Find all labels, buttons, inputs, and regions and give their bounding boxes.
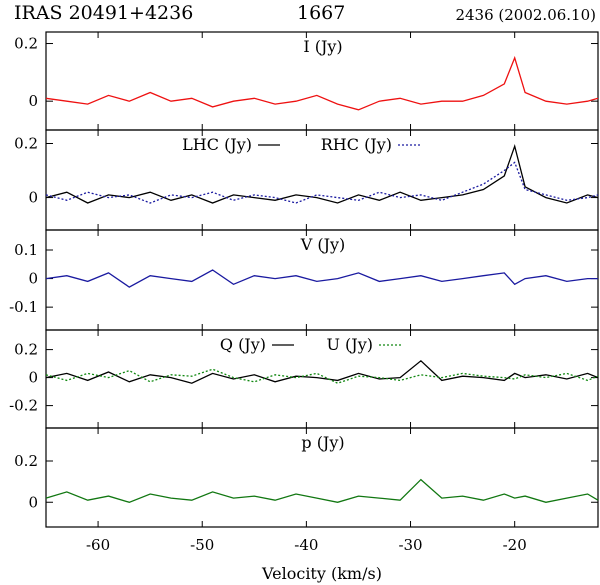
y-tick-label-I: 0 <box>28 92 38 110</box>
x-tick-label: -30 <box>398 536 422 554</box>
header-source: IRAS 20491+4236 <box>14 2 194 24</box>
y-tick-label-I: 0.2 <box>14 35 38 53</box>
x-tick-label: -50 <box>190 536 214 554</box>
legend-label-I: I (Jy) <box>303 37 342 56</box>
series-line-Q <box>45 359 599 384</box>
x-axis-label: Velocity (km/s) <box>261 564 382 583</box>
series-line-RHC <box>45 161 599 204</box>
panel-frame-p <box>45 427 599 528</box>
y-tick-label-V: 0.1 <box>14 241 38 259</box>
legend-label-Q_U-1: U (Jy) <box>326 335 373 354</box>
header-epoch: 2436 (2002.06.10) <box>455 6 596 24</box>
y-tick-label-Q_U: -0.2 <box>9 397 38 415</box>
x-tick-label: -40 <box>294 536 318 554</box>
y-tick-label-p: 0.2 <box>14 452 38 470</box>
y-tick-label-LHC_RHC: 0.2 <box>14 135 38 153</box>
series-line-I <box>45 55 599 111</box>
x-tick-label: -60 <box>86 536 110 554</box>
legend-label-p: p (Jy) <box>301 433 344 452</box>
legend-label-V: V (Jy) <box>300 235 346 254</box>
series-line-LHC <box>45 143 599 204</box>
y-tick-label-V: -0.1 <box>9 298 38 316</box>
y-tick-label-LHC_RHC: 0 <box>28 189 38 207</box>
series-line-p <box>45 478 599 503</box>
x-tick-label: -20 <box>503 536 527 554</box>
legend-label-LHC_RHC-1: RHC (Jy) <box>321 135 392 154</box>
series-line-V <box>45 269 598 288</box>
legend-label-Q_U-0: Q (Jy) <box>220 335 266 354</box>
legend-label-LHC_RHC-0: LHC (Jy) <box>182 135 252 154</box>
panel-frame-Q_U <box>45 329 599 429</box>
y-tick-label-V: 0 <box>28 270 38 288</box>
y-tick-label-p: 0 <box>28 493 38 511</box>
y-tick-label-Q_U: 0.2 <box>14 341 38 359</box>
y-tick-label-Q_U: 0 <box>28 369 38 387</box>
header-line: 1667 <box>297 2 346 24</box>
